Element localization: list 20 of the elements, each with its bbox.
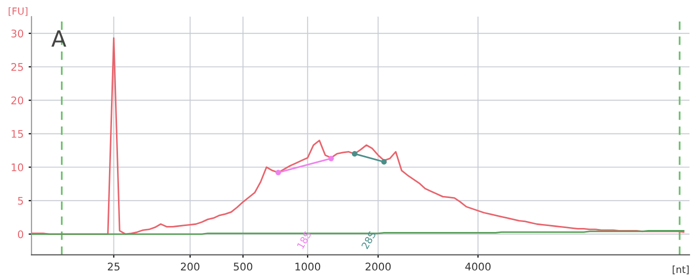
x-tick-label: 2000 (366, 262, 391, 271)
x-tick-label: 25 (108, 262, 120, 271)
x-tick-label: 500 (234, 262, 252, 271)
y-axis-title: [FU] (8, 7, 28, 16)
x-tick-label: 4000 (465, 262, 491, 271)
y-tick-label: 20 (11, 96, 24, 104)
y-tick-label: 30 (11, 30, 24, 38)
x-tick-label: 200 (180, 262, 200, 271)
annotation: A (51, 30, 66, 47)
y-tick-label: 5 (18, 197, 23, 205)
point (352, 151, 358, 157)
y-tick-label: 0 (18, 230, 24, 238)
point (275, 170, 282, 176)
point (328, 156, 334, 162)
y-tick-label: 10 (12, 163, 24, 172)
y-tick-label: 15 (12, 130, 23, 138)
x-tick-label: 1000 (296, 262, 320, 271)
x-axis-title: [nt] (672, 266, 689, 274)
y-tick-label: 25 (11, 63, 23, 71)
point (381, 159, 387, 165)
